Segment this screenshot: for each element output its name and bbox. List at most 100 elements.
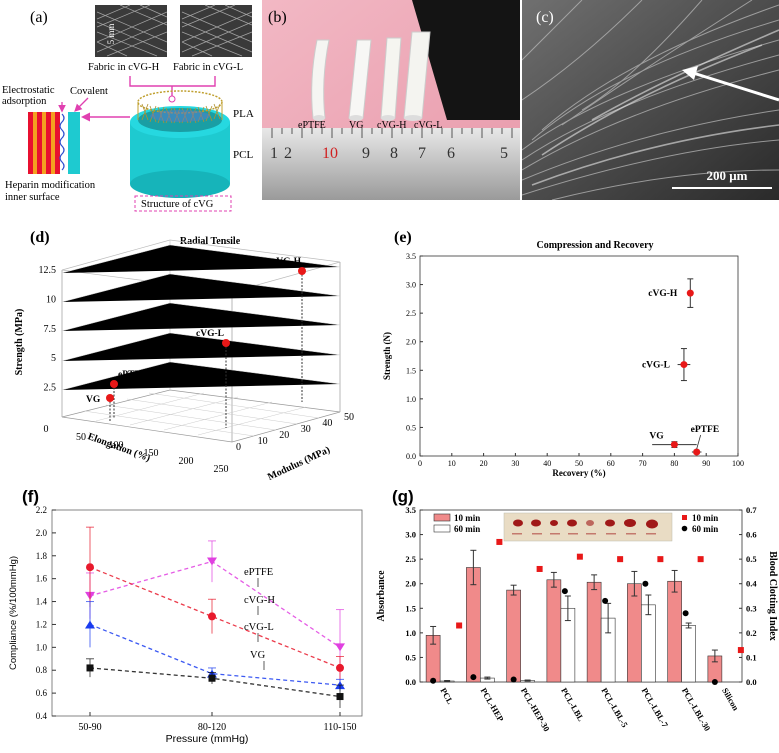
series-label-ePTFE: ePTFE bbox=[244, 567, 273, 578]
bci-10min-2 bbox=[536, 565, 543, 572]
panel-f-label: (f) bbox=[22, 487, 39, 506]
covalent-label: Covalent bbox=[70, 86, 108, 97]
panel-d-label: (d) bbox=[30, 229, 50, 246]
line-cVG-L bbox=[89, 623, 341, 686]
sample-labels: ePTFE VG cVG-H cVG-L bbox=[298, 120, 442, 131]
x-tick-5: 250 bbox=[214, 464, 229, 475]
x-tick-4: 200 bbox=[179, 456, 194, 467]
structure-box bbox=[134, 195, 232, 212]
ruler-num-7: 5 bbox=[500, 145, 508, 162]
g-ytick-2: 1.0 bbox=[405, 628, 416, 638]
fabric-l-texture bbox=[181, 4, 253, 57]
sem-fibers bbox=[521, 0, 779, 201]
g-xtick-1: PCL-HEP bbox=[479, 686, 506, 723]
chart-e: (e) Compression and Recovery 0 10 20 30 40 50… bbox=[382, 229, 744, 478]
chart-g-y2label: Blood Clotting Index bbox=[767, 551, 778, 640]
black-ruler bbox=[412, 0, 520, 120]
ruler-num-6: 6 bbox=[447, 145, 455, 162]
tube-samples bbox=[311, 31, 431, 121]
ruler-num-5: 7 bbox=[418, 145, 426, 162]
sample-cvg-h: cVG-H bbox=[377, 120, 406, 131]
electrostatic-line1: Electrostatic bbox=[2, 85, 55, 96]
chart-d-ylabel: Modulus (MPa) bbox=[266, 444, 332, 480]
f-xtick-0: 50-90 bbox=[78, 722, 101, 733]
g-ytick-6: 3.0 bbox=[405, 530, 416, 540]
line-ePTFE bbox=[89, 560, 341, 648]
series-labels: ePTFE cVG-H cVG-L VG bbox=[244, 567, 275, 670]
x-tick-labels: 0 50 100 150 200 250 bbox=[44, 424, 229, 475]
point-label-VG: VG bbox=[86, 395, 101, 405]
ruler-num-3: 9 bbox=[362, 145, 370, 162]
bci-10min-6 bbox=[697, 556, 704, 563]
marker-ePTFE-1 bbox=[207, 557, 217, 566]
bci-60min-2 bbox=[510, 676, 517, 683]
chart-e-title: Compression and Recovery bbox=[536, 240, 653, 251]
marker-VG-1 bbox=[208, 674, 216, 682]
pcl-label: PCL bbox=[233, 149, 253, 161]
f-ytick-2: 0.8 bbox=[36, 665, 48, 675]
chart-e-ylabel: Strength (N) bbox=[382, 332, 392, 380]
panel-a: (a) 5 mm Fabric in cVG-H Fabric in cVG-L bbox=[0, 0, 260, 215]
fabric-l-caption: Fabric in cVG-L bbox=[173, 62, 243, 73]
g-xtick-6: PCL-LBL-30 bbox=[680, 686, 713, 733]
y-tick-2: 20 bbox=[279, 430, 289, 441]
structure-label: Structure of cVG bbox=[141, 199, 214, 210]
panel-c: (c) 200 μm bbox=[521, 0, 779, 201]
e-xtick-2: 20 bbox=[480, 459, 488, 468]
e-xtick-9: 90 bbox=[702, 459, 710, 468]
series-label-cVG-H: cVG-H bbox=[244, 595, 275, 606]
series-label-cVG-L: cVG-L bbox=[244, 622, 274, 633]
point-label-cVG-H: cVG-H bbox=[648, 289, 678, 299]
ruler-num-0: 1 bbox=[270, 145, 278, 162]
direction-arrow bbox=[689, 70, 779, 102]
y-tick-4: 40 bbox=[322, 418, 332, 429]
bci-10min-3 bbox=[576, 553, 583, 560]
marker-cVG-H-0 bbox=[86, 563, 94, 572]
chart-g: (g) 0.0 0.5 1.0 1.5 2.0 2.5 3.0 3.5 0.0 0.1 0.2 0.3… bbox=[376, 487, 778, 733]
g-xtick-7: Silicon bbox=[720, 686, 741, 713]
e-ytick-7: 3.5 bbox=[406, 252, 416, 261]
marker-VG-0 bbox=[86, 664, 94, 672]
g-y2tick-1: 0.1 bbox=[746, 652, 757, 662]
chart-d-title: Radial Tensile bbox=[180, 236, 241, 247]
panel-e-label: (e) bbox=[394, 229, 412, 246]
heparin-line2: inner surface bbox=[5, 192, 60, 203]
chart-f-xlabel: Pressure (mmHg) bbox=[166, 733, 249, 745]
e-ytick-1: 0.5 bbox=[406, 423, 416, 432]
axis-ticks: 0.0 0.5 1.0 1.5 2.0 2.5 3.0 3.5 0.0 0.1 0.2 0.3 0.4 0… bbox=[405, 505, 757, 687]
leader-ePTFE bbox=[696, 434, 702, 450]
f-ytick-5: 1.4 bbox=[36, 597, 48, 607]
point-label-cVG-L: cVG-L bbox=[196, 329, 224, 339]
legend-marker-60min bbox=[681, 525, 688, 532]
bci-60min-4 bbox=[602, 597, 609, 604]
heparin-line1: Heparin modification bbox=[5, 180, 96, 191]
sample-cvg-l: cVG-L bbox=[414, 120, 442, 131]
point-cVG-L bbox=[680, 361, 688, 369]
z-tick-0: 2.5 bbox=[44, 383, 57, 394]
bci-60min-0 bbox=[430, 677, 437, 684]
bci-60min-7 bbox=[711, 679, 718, 685]
marker-ePTFE-2 bbox=[335, 643, 345, 652]
g-y2tick-3: 0.3 bbox=[746, 603, 757, 613]
chart-d-zlabel: Strength (MPa) bbox=[14, 309, 25, 376]
point-cVG-L bbox=[222, 339, 230, 347]
f-ytick-6: 1.6 bbox=[36, 574, 48, 584]
e-ytick-5: 2.5 bbox=[406, 309, 416, 318]
ruler-numbers: 1 2 10 9 8 7 6 5 bbox=[270, 145, 508, 162]
point-cVG-H bbox=[686, 289, 694, 297]
bci-60min-5 bbox=[642, 580, 649, 587]
e-ytick-3: 1.5 bbox=[406, 366, 416, 375]
chart-g-ylabel: Absorbance bbox=[376, 570, 387, 622]
legend-swatch-10min bbox=[433, 513, 451, 522]
point-VG bbox=[670, 441, 678, 449]
z-tick-labels: 2.5 5 7.5 10 12.5 bbox=[39, 265, 57, 394]
fabric-h-texture bbox=[96, 4, 168, 57]
z-tick-1: 5 bbox=[51, 353, 56, 364]
g-y2tick-0: 0.0 bbox=[746, 677, 757, 687]
heparin-label: Heparin modification inner surface bbox=[5, 180, 98, 203]
point-VG bbox=[106, 394, 114, 402]
data-points: cVG-H cVG-L ePTFE VG bbox=[86, 257, 306, 428]
steel-ruler bbox=[262, 128, 520, 200]
f-ytick-8: 2.0 bbox=[36, 528, 48, 538]
g-y2tick-2: 0.2 bbox=[746, 628, 757, 638]
